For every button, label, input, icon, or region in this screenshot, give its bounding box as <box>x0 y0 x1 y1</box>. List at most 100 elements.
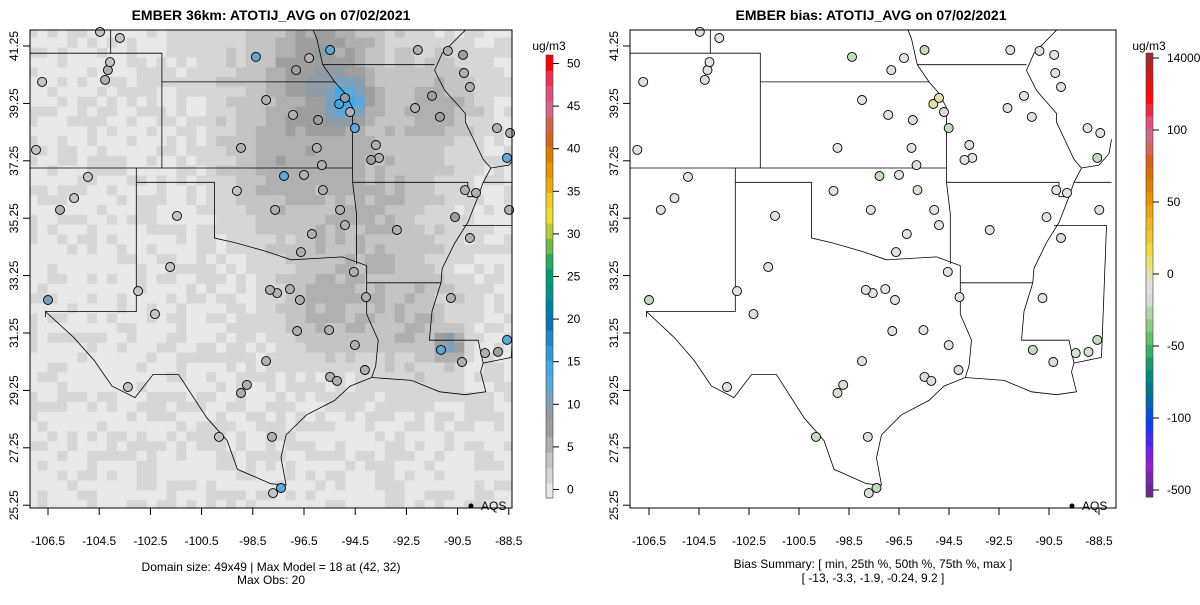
station-obs-point <box>326 46 335 55</box>
grid-cell <box>246 451 257 461</box>
grid-cell <box>87 323 98 333</box>
grid-cell <box>484 77 495 87</box>
grid-cell <box>315 106 326 116</box>
grid-cell <box>474 313 485 323</box>
grid-cell <box>315 352 326 362</box>
grid-cell <box>147 234 158 244</box>
station-points <box>633 27 1105 497</box>
grid-cell <box>176 460 187 470</box>
station-bias-point <box>1093 153 1102 162</box>
grid-cell <box>454 77 465 87</box>
grid-cell <box>484 401 495 411</box>
grid-cell <box>306 106 317 116</box>
grid-cell <box>444 421 455 431</box>
grid-cell <box>266 451 277 461</box>
grid-cell <box>355 106 366 116</box>
grid-cell <box>444 264 455 274</box>
grid-cell <box>157 500 168 510</box>
grid-cell <box>127 323 138 333</box>
grid-cell <box>464 391 475 401</box>
y-tick-label: 37.25 <box>607 145 621 175</box>
grid-cell <box>484 480 495 490</box>
grid-cell <box>28 205 39 215</box>
grid-cell <box>494 77 505 87</box>
colorbar-swatch <box>546 452 553 468</box>
grid-cell <box>375 332 386 342</box>
grid-cell <box>484 411 495 421</box>
grid-cell <box>67 411 78 421</box>
grid-cell <box>464 323 475 333</box>
grid-cell <box>87 47 98 57</box>
grid-cell <box>385 155 396 165</box>
grid-cell <box>57 352 68 362</box>
grid-cell <box>315 332 326 342</box>
grid-cell <box>127 362 138 372</box>
grid-cell <box>47 185 58 195</box>
grid-cell <box>484 421 495 431</box>
grid-cell <box>405 264 416 274</box>
colorbar-tick-label: 50 <box>1167 195 1181 209</box>
grid-cell <box>117 165 128 175</box>
grid-cell <box>117 224 128 234</box>
grid-cell <box>167 145 178 155</box>
grid-cell <box>385 313 396 323</box>
x-tick-label: -90.5 <box>444 534 472 548</box>
grid-cell <box>256 86 266 96</box>
grid-cell <box>444 470 455 480</box>
grid-cell <box>494 195 505 205</box>
grid-cell <box>87 441 98 451</box>
grid-cell <box>176 490 187 500</box>
station-bias-point <box>888 327 897 336</box>
grid-cell <box>97 106 108 116</box>
grid-cell <box>395 342 406 352</box>
grid-cell <box>405 165 416 175</box>
grid-cell <box>186 460 197 470</box>
grid-cell <box>315 195 326 205</box>
grid-cell <box>375 47 386 57</box>
grid-cell <box>395 293 406 303</box>
colorbar-swatch <box>1146 446 1153 459</box>
grid-cell <box>246 362 257 372</box>
grid-cell <box>206 500 217 510</box>
grid-cell <box>425 342 436 352</box>
grid-cell <box>315 480 326 490</box>
grid-cell <box>176 47 187 57</box>
grid-cell <box>77 460 88 470</box>
grid-cell <box>186 106 197 116</box>
grid-cell <box>28 195 39 205</box>
grid-cell <box>464 214 475 224</box>
grid-cell <box>107 155 118 165</box>
grid-cell <box>47 362 58 372</box>
grid-cell <box>395 254 406 264</box>
grid-cell <box>266 421 277 431</box>
grid-cell <box>236 254 247 264</box>
grid-cell <box>266 470 277 480</box>
grid-cell <box>77 273 88 283</box>
aqs-legend-marker <box>469 504 474 509</box>
grid-cell <box>47 106 58 116</box>
grid-cell <box>107 293 118 303</box>
grid-cell <box>444 175 455 185</box>
grid-cell <box>67 136 78 146</box>
grid-cell <box>117 244 128 254</box>
grid-cell <box>315 362 326 372</box>
station-obs-point <box>103 66 112 75</box>
grid-cell <box>97 401 108 411</box>
grid-cell <box>335 470 346 480</box>
grid-cell <box>147 185 158 195</box>
grid-cell <box>266 460 277 470</box>
state-border <box>947 182 1070 196</box>
grid-cell <box>216 155 227 165</box>
grid-cell <box>216 244 227 254</box>
grid-cell <box>57 77 68 87</box>
grid-cell <box>137 313 148 323</box>
grid-cell <box>296 431 307 441</box>
grid-cell <box>395 470 406 480</box>
grid-cell <box>236 116 247 126</box>
grid-cell <box>236 451 247 461</box>
grid-cell <box>385 185 396 195</box>
grid-cell <box>226 421 237 431</box>
grid-cell <box>107 96 118 106</box>
grid-cell <box>256 37 266 47</box>
grid-cell <box>107 175 118 185</box>
